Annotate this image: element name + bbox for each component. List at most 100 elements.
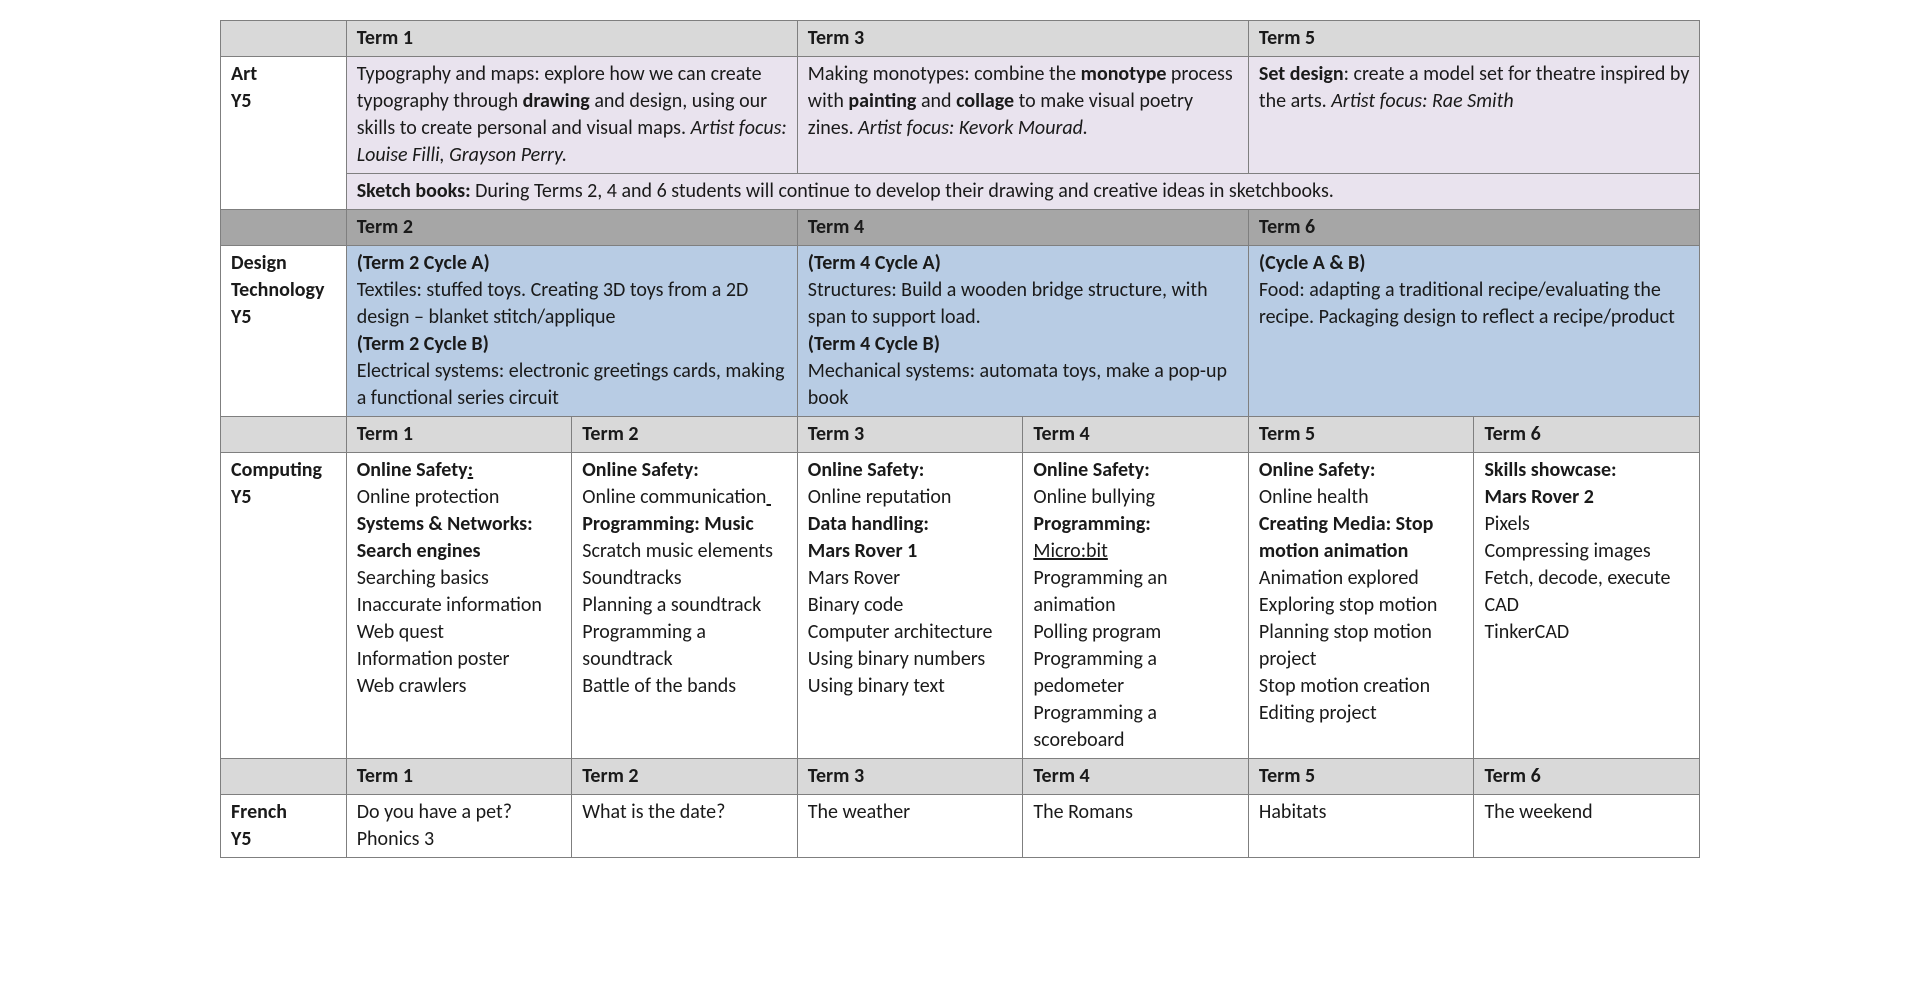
dt-term6: (Cycle A & B) Food: adapting a tradition…	[1248, 246, 1699, 417]
subject-label: Technology	[231, 277, 338, 304]
text: Mars Rover	[808, 566, 900, 590]
subject-label: Design	[231, 250, 338, 277]
text: Online bullying	[1033, 485, 1155, 509]
text-bold: Online Safety	[357, 458, 468, 482]
text-bold: Online Safety:	[1033, 458, 1149, 482]
header-term3: Term 3	[797, 417, 1023, 453]
dt-row: Design Technology Y5 (Term 2 Cycle A) Te…	[221, 246, 1700, 417]
text: and	[916, 89, 956, 113]
text: Searching basics	[357, 566, 489, 590]
french-subject: French Y5	[221, 795, 347, 858]
text-bold: Online Safety:	[1259, 458, 1375, 482]
text-bold: Programming:	[1033, 512, 1150, 536]
text-bold: Mars Rover 1	[808, 539, 917, 563]
text: Textiles: stuffed toys. Creating 3D toys…	[357, 278, 749, 329]
text-bold: drawing	[523, 89, 590, 113]
text: Compressing images	[1484, 539, 1650, 563]
text: Soundtracks	[582, 566, 681, 590]
text: Online reputation	[808, 485, 952, 509]
computing-subject: Computing Y5	[221, 453, 347, 759]
dt-term4: (Term 4 Cycle A) Structures: Build a woo…	[797, 246, 1248, 417]
text: Fetch, decode, execute	[1484, 566, 1670, 590]
text: Food: adapting a traditional recipe/eval…	[1259, 278, 1675, 329]
text: Programming a soundtrack	[582, 620, 706, 671]
art-subject: Art Y5	[221, 57, 347, 210]
art-term5: Set design: create a model set for theat…	[1248, 57, 1699, 174]
art-term1: Typography and maps: explore how we can …	[346, 57, 797, 174]
dt-term2: (Term 2 Cycle A) Textiles: stuffed toys.…	[346, 246, 797, 417]
art-term3: Making monotypes: combine the monotype p…	[797, 57, 1248, 174]
art-sketchbooks: Sketch books: During Terms 2, 4 and 6 st…	[346, 174, 1699, 210]
text-bold: Online Safety:	[808, 458, 924, 482]
text: Pixels	[1484, 512, 1529, 536]
text-bold: Set design	[1259, 62, 1344, 86]
header-term3: Term 3	[797, 21, 1248, 57]
text-italic: Artist focus: Kevork Mourad.	[858, 116, 1088, 140]
subject-label: French	[231, 799, 338, 826]
french-term2: What is the date?	[572, 795, 798, 858]
text: Do you have a pet?	[357, 800, 512, 824]
text: Programming an animation	[1033, 566, 1167, 617]
computing-row: Computing Y5 Online Safety: Online prote…	[221, 453, 1700, 759]
header-term3: Term 3	[797, 759, 1023, 795]
dt-subject: Design Technology Y5	[221, 246, 347, 417]
text: Structures: Build a wooden bridge struct…	[808, 278, 1208, 329]
subject-label: Y5	[231, 304, 338, 331]
header-row-all-french: Term 1 Term 2 Term 3 Term 4 Term 5 Term …	[221, 759, 1700, 795]
header-blank	[221, 759, 347, 795]
computing-term1: Online Safety: Online protection Systems…	[346, 453, 572, 759]
header-row-246: Term 2 Term 4 Term 6	[221, 210, 1700, 246]
text: Exploring stop motion	[1259, 593, 1437, 617]
text: Electrical systems: electronic greetings…	[357, 359, 785, 410]
header-row-all-comp: Term 1 Term 2 Term 3 Term 4 Term 5 Term …	[221, 417, 1700, 453]
computing-term2: Online Safety: Online communication Prog…	[572, 453, 798, 759]
text: Planning stop motion project	[1259, 620, 1432, 671]
french-term1: Do you have a pet? Phonics 3	[346, 795, 572, 858]
text: Animation explored	[1259, 566, 1419, 590]
text: Computer architecture	[808, 620, 993, 644]
text: Planning a soundtrack	[582, 593, 761, 617]
text: Using binary numbers	[808, 647, 985, 671]
header-term5: Term 5	[1248, 417, 1474, 453]
subject-label: Y5	[231, 826, 338, 853]
text-italic: Artist focus: Rae Smith	[1331, 89, 1513, 113]
header-term2: Term 2	[346, 210, 797, 246]
text: Scratch music elements	[582, 539, 773, 563]
text: Programming a scoreboard	[1033, 701, 1157, 752]
text: Making monotypes: combine the	[808, 62, 1081, 86]
text-bold: (Term 4 Cycle A)	[808, 251, 941, 275]
text-bold: Programming: Music	[582, 512, 753, 536]
art-row: Art Y5 Typography and maps: explore how …	[221, 57, 1700, 174]
text: Using binary text	[808, 674, 945, 698]
text: Information poster	[357, 647, 510, 671]
header-term6: Term 6	[1474, 417, 1700, 453]
subject-label: Computing	[231, 457, 338, 484]
header-term5: Term 5	[1248, 759, 1474, 795]
header-blank	[221, 210, 347, 246]
text-bold: monotype	[1081, 62, 1167, 86]
header-blank	[221, 21, 347, 57]
text-bold: Sketch books:	[357, 179, 471, 203]
french-term6: The weekend	[1474, 795, 1700, 858]
header-term4: Term 4	[797, 210, 1248, 246]
computing-term3: Online Safety: Online reputation Data ha…	[797, 453, 1023, 759]
french-term5: Habitats	[1248, 795, 1474, 858]
text-bold: (Term 2 Cycle A)	[357, 251, 490, 275]
header-blank	[221, 417, 347, 453]
header-term4: Term 4	[1023, 417, 1249, 453]
text-bold: (Cycle A & B)	[1259, 251, 1366, 275]
text: Polling program	[1033, 620, 1161, 644]
text-bold: collage	[956, 89, 1014, 113]
text: Battle of the bands	[582, 674, 736, 698]
text-underline: :	[468, 458, 474, 482]
text-bold: (Term 2 Cycle B)	[357, 332, 489, 356]
subject-label: Y5	[231, 88, 338, 115]
french-term4: The Romans	[1023, 795, 1249, 858]
subject-label: Y5	[231, 484, 338, 511]
art-sketchbooks-row: Sketch books: During Terms 2, 4 and 6 st…	[221, 174, 1700, 210]
text-bold: Creating Media: Stop motion animation	[1259, 512, 1433, 563]
text: Mechanical systems: automata toys, make …	[808, 359, 1227, 410]
curriculum-table-wrapper: Term 1 Term 3 Term 5 Art Y5 Typography a…	[220, 20, 1700, 858]
text-bold: Skills showcase:	[1484, 458, 1616, 482]
text-bold: (Term 4 Cycle B)	[808, 332, 940, 356]
